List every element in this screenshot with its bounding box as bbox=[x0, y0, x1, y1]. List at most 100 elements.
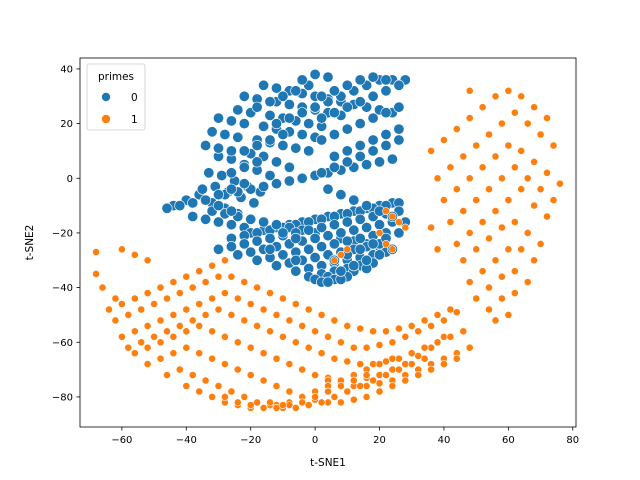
scatter-point-series-1 bbox=[556, 179, 564, 188]
scatter-point-series-0 bbox=[335, 227, 347, 239]
scatter-point-series-1 bbox=[388, 365, 397, 374]
scatter-point-series-1 bbox=[137, 338, 146, 347]
scatter-point-series-0 bbox=[290, 254, 302, 266]
scatter-point-series-0 bbox=[283, 175, 295, 187]
scatter-point-series-1 bbox=[491, 256, 500, 265]
scatter-point-series-0 bbox=[361, 159, 373, 171]
scatter-point-series-1 bbox=[195, 321, 204, 330]
scatter-point-series-0 bbox=[238, 90, 250, 102]
scatter-point-series-1 bbox=[246, 371, 255, 379]
scatter-point-series-0 bbox=[290, 142, 302, 154]
scatter-point-series-0 bbox=[316, 222, 328, 234]
scatter-point-series-0 bbox=[277, 129, 289, 141]
scatter-point-series-1 bbox=[504, 310, 513, 319]
scatter-point-series-1 bbox=[259, 305, 268, 314]
scatter-point-series-1 bbox=[246, 300, 255, 308]
scatter-point-series-0 bbox=[341, 101, 353, 113]
scatter-point-series-1 bbox=[356, 324, 365, 333]
scatter-point-series-0 bbox=[354, 232, 366, 244]
scatter-point-series-0 bbox=[161, 202, 173, 214]
scatter-point-series-1 bbox=[163, 327, 171, 336]
scatter-point-series-1 bbox=[118, 332, 126, 341]
scatter-point-series-1 bbox=[285, 360, 294, 368]
scatter-point-series-1 bbox=[459, 207, 468, 215]
scatter-point-series-1 bbox=[369, 327, 377, 336]
scatter-point-series-1 bbox=[388, 212, 397, 221]
scatter-point-series-0 bbox=[213, 243, 225, 255]
scatter-point-series-1 bbox=[465, 228, 474, 237]
scatter-point-series-0 bbox=[200, 140, 212, 152]
scatter-point-series-1 bbox=[169, 278, 178, 286]
scatter-point-series-1 bbox=[220, 392, 229, 401]
scatter-point-series-1 bbox=[343, 357, 352, 366]
scatter-point-series-1 bbox=[272, 310, 281, 319]
scatter-point-series-1 bbox=[356, 360, 365, 368]
scatter-point-series-1 bbox=[336, 382, 345, 390]
scatter-point-series-0 bbox=[296, 107, 308, 119]
scatter-point-series-1 bbox=[388, 245, 397, 254]
scatter-point-series-1 bbox=[491, 92, 500, 101]
scatter-point-series-1 bbox=[227, 272, 236, 281]
scatter-point-series-1 bbox=[536, 239, 545, 248]
scatter-point-series-0 bbox=[393, 123, 405, 135]
scatter-point-series-1 bbox=[233, 365, 242, 374]
scatter-point-series-1 bbox=[143, 256, 152, 265]
scatter-point-series-0 bbox=[328, 219, 340, 231]
scatter-point-series-1 bbox=[497, 119, 506, 128]
scatter-point-series-0 bbox=[393, 79, 405, 91]
x-tick-label: −20 bbox=[240, 435, 261, 446]
scatter-point-series-0 bbox=[328, 107, 340, 119]
scatter-point-series-1 bbox=[304, 343, 313, 352]
scatter-point-series-0 bbox=[277, 140, 289, 152]
scatter-point-series-1 bbox=[362, 343, 371, 352]
scatter-point-series-1 bbox=[497, 294, 506, 303]
scatter-point-series-1 bbox=[420, 343, 429, 352]
scatter-point-series-1 bbox=[227, 387, 236, 396]
scatter-point-series-1 bbox=[382, 207, 390, 215]
scatter-point-series-1 bbox=[510, 218, 519, 226]
scatter-point-series-1 bbox=[143, 289, 152, 297]
scatter-point-series-1 bbox=[543, 114, 551, 122]
scatter-point-series-0 bbox=[354, 150, 366, 162]
scatter-point-series-1 bbox=[195, 387, 204, 396]
scatter-point-series-1 bbox=[530, 103, 538, 112]
scatter-point-series-1 bbox=[118, 245, 126, 254]
y-tick-label: −80 bbox=[52, 392, 73, 403]
scatter-point-series-1 bbox=[169, 310, 178, 319]
scatter-point-series-1 bbox=[163, 371, 171, 379]
scatter-point-series-1 bbox=[452, 125, 461, 134]
scatter-point-series-1 bbox=[233, 294, 242, 303]
scatter-point-series-1 bbox=[169, 349, 178, 358]
scatter-point-series-1 bbox=[220, 289, 229, 297]
scatter-point-series-1 bbox=[375, 379, 384, 388]
scatter-point-series-0 bbox=[322, 71, 334, 83]
scatter-point-series-1 bbox=[433, 174, 442, 183]
y-axis-label: t-SNE2 bbox=[24, 225, 36, 261]
scatter-point-series-1 bbox=[285, 387, 294, 396]
scatter-point-series-0 bbox=[206, 126, 218, 138]
scatter-point-series-1 bbox=[195, 267, 204, 276]
scatter-point-series-1 bbox=[478, 218, 487, 226]
scatter-point-series-0 bbox=[270, 156, 282, 168]
plot-frame bbox=[79, 57, 577, 428]
scatter-point-series-0 bbox=[264, 170, 276, 182]
scatter-point-series-1 bbox=[420, 316, 429, 325]
scatter-point-series-0 bbox=[303, 224, 315, 236]
scatter-point-series-1 bbox=[220, 256, 229, 265]
scatter-point-series-1 bbox=[278, 332, 287, 341]
scatter-point-series-1 bbox=[427, 343, 435, 352]
legend-marker-0 bbox=[101, 92, 111, 102]
scatter-point-series-1 bbox=[111, 316, 120, 325]
scatter-point-series-1 bbox=[375, 387, 384, 396]
scatter-point-series-1 bbox=[497, 272, 506, 281]
scatter-point-series-1 bbox=[497, 174, 506, 183]
scatter-point-series-1 bbox=[156, 338, 165, 347]
scatter-point-series-0 bbox=[238, 178, 250, 190]
scatter-point-series-1 bbox=[510, 108, 519, 117]
scatter-point-series-1 bbox=[517, 245, 526, 254]
scatter-point-series-0 bbox=[213, 112, 225, 124]
scatter-point-series-1 bbox=[382, 327, 390, 336]
scatter-point-series-1 bbox=[375, 371, 384, 379]
scatter-point-series-0 bbox=[258, 216, 270, 228]
scatter-point-series-1 bbox=[304, 401, 313, 409]
